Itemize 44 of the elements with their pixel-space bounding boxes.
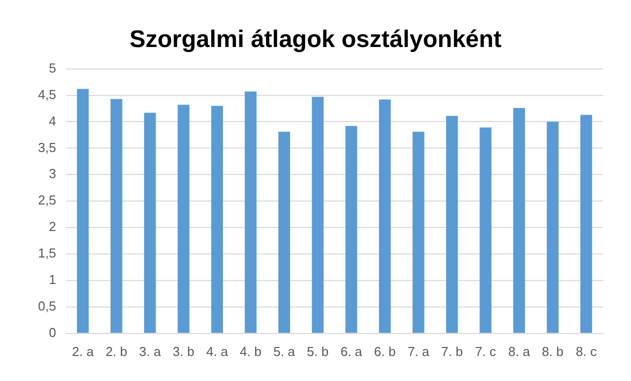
bar [546,122,559,333]
bar [379,99,391,333]
bar [513,108,525,333]
y-tick-label: 4 [48,113,56,128]
y-tick-label: 0 [48,324,56,340]
x-tick-label: 7. b [441,344,463,359]
y-tick-label: 2,5 [38,192,56,208]
y-tick-label: 3 [48,166,56,182]
x-tick-label: 6. b [374,344,396,359]
x-tick-label: 2. a [72,344,94,359]
x-tick-label: 8. b [542,344,564,359]
x-tick-label: 7. c [475,344,497,359]
bar [144,112,156,333]
x-tick-label: 8. c [576,344,598,359]
bar [244,92,257,333]
bar [278,132,290,333]
y-tick-label: 3,5 [38,140,56,155]
chart-title: Szorgalmi átlagok osztályonként [129,26,502,54]
bar [446,116,458,333]
y-tick-label: 1 [48,272,56,288]
bar [580,114,592,333]
bar [76,88,89,333]
x-tick-label: 5. a [273,344,296,359]
bar [412,132,424,333]
bar [178,104,190,333]
bar [312,96,324,333]
x-tick-label: 2. b [106,344,128,359]
y-tick-label: 1,5 [38,246,56,261]
bar [480,128,492,333]
y-tick-label: 5 [48,60,56,76]
y-tick-label: 4,5 [38,86,56,102]
x-tick-label: 5. b [306,344,329,359]
bar [345,126,358,333]
x-tick-label: 3. b [172,344,194,359]
y-tick-label: 0,5 [38,298,56,314]
x-tick-label: 6. a [340,344,363,359]
bar [110,98,122,333]
x-tick-label: 4. b [240,344,262,359]
x-tick-label: 7. a [408,344,430,359]
x-tick-label: 8. a [508,344,531,359]
x-tick-label: 4. a [206,344,229,359]
x-tick-label: 3. a [139,344,162,359]
bar [211,106,223,333]
y-tick-label: 2 [48,219,56,234]
